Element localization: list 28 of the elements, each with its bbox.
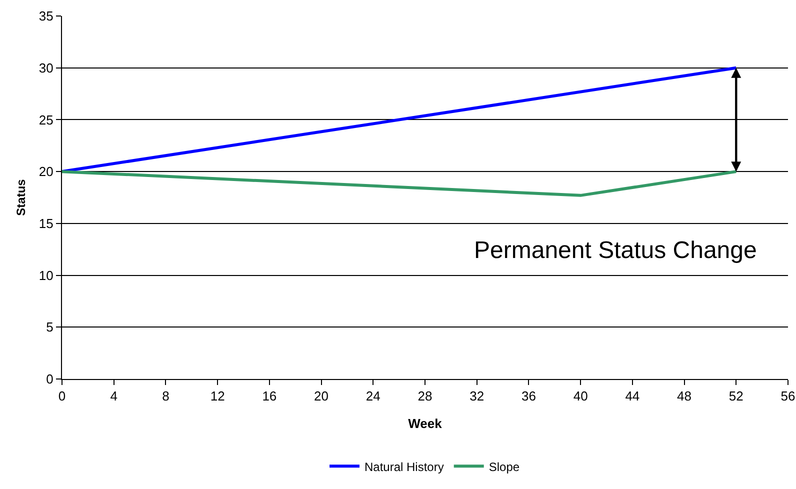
y-tick-label: 30	[38, 60, 54, 76]
x-tick-label: 28	[418, 388, 432, 404]
annotation: Permanent Status Change	[474, 237, 757, 264]
x-tick-label: 52	[728, 388, 744, 404]
x-tick-label: 36	[521, 388, 536, 404]
x-tick-label: 44	[625, 388, 640, 404]
y-tick-label: 10	[38, 268, 54, 283]
x-tick-label: 0	[58, 388, 66, 404]
x-tick-label: 20	[314, 388, 329, 404]
y-axis-title: Status	[14, 178, 28, 216]
legend-label: Slope	[488, 460, 520, 474]
y-tick-label: 0	[46, 372, 54, 387]
x-tick-label: 4	[110, 388, 118, 404]
x-tick-label: 24	[366, 388, 380, 404]
y-tick-label: 25	[38, 112, 54, 128]
y-tick-label: 15	[38, 216, 54, 231]
x-tick-label: 40	[573, 388, 588, 404]
x-tick-label: 56	[780, 388, 796, 404]
x-tick-label: 8	[162, 388, 170, 404]
y-tick-label: 20	[38, 164, 54, 180]
legend-label: Natural History	[364, 460, 444, 474]
x-axis-title: Week	[408, 416, 443, 431]
y-tick-label: 5	[46, 320, 54, 335]
x-tick-label: 16	[262, 388, 277, 404]
x-tick-label: 32	[470, 388, 484, 404]
x-tick-label: 48	[677, 388, 692, 404]
x-tick-label: 12	[210, 388, 225, 404]
y-tick-label: 35	[38, 8, 54, 24]
